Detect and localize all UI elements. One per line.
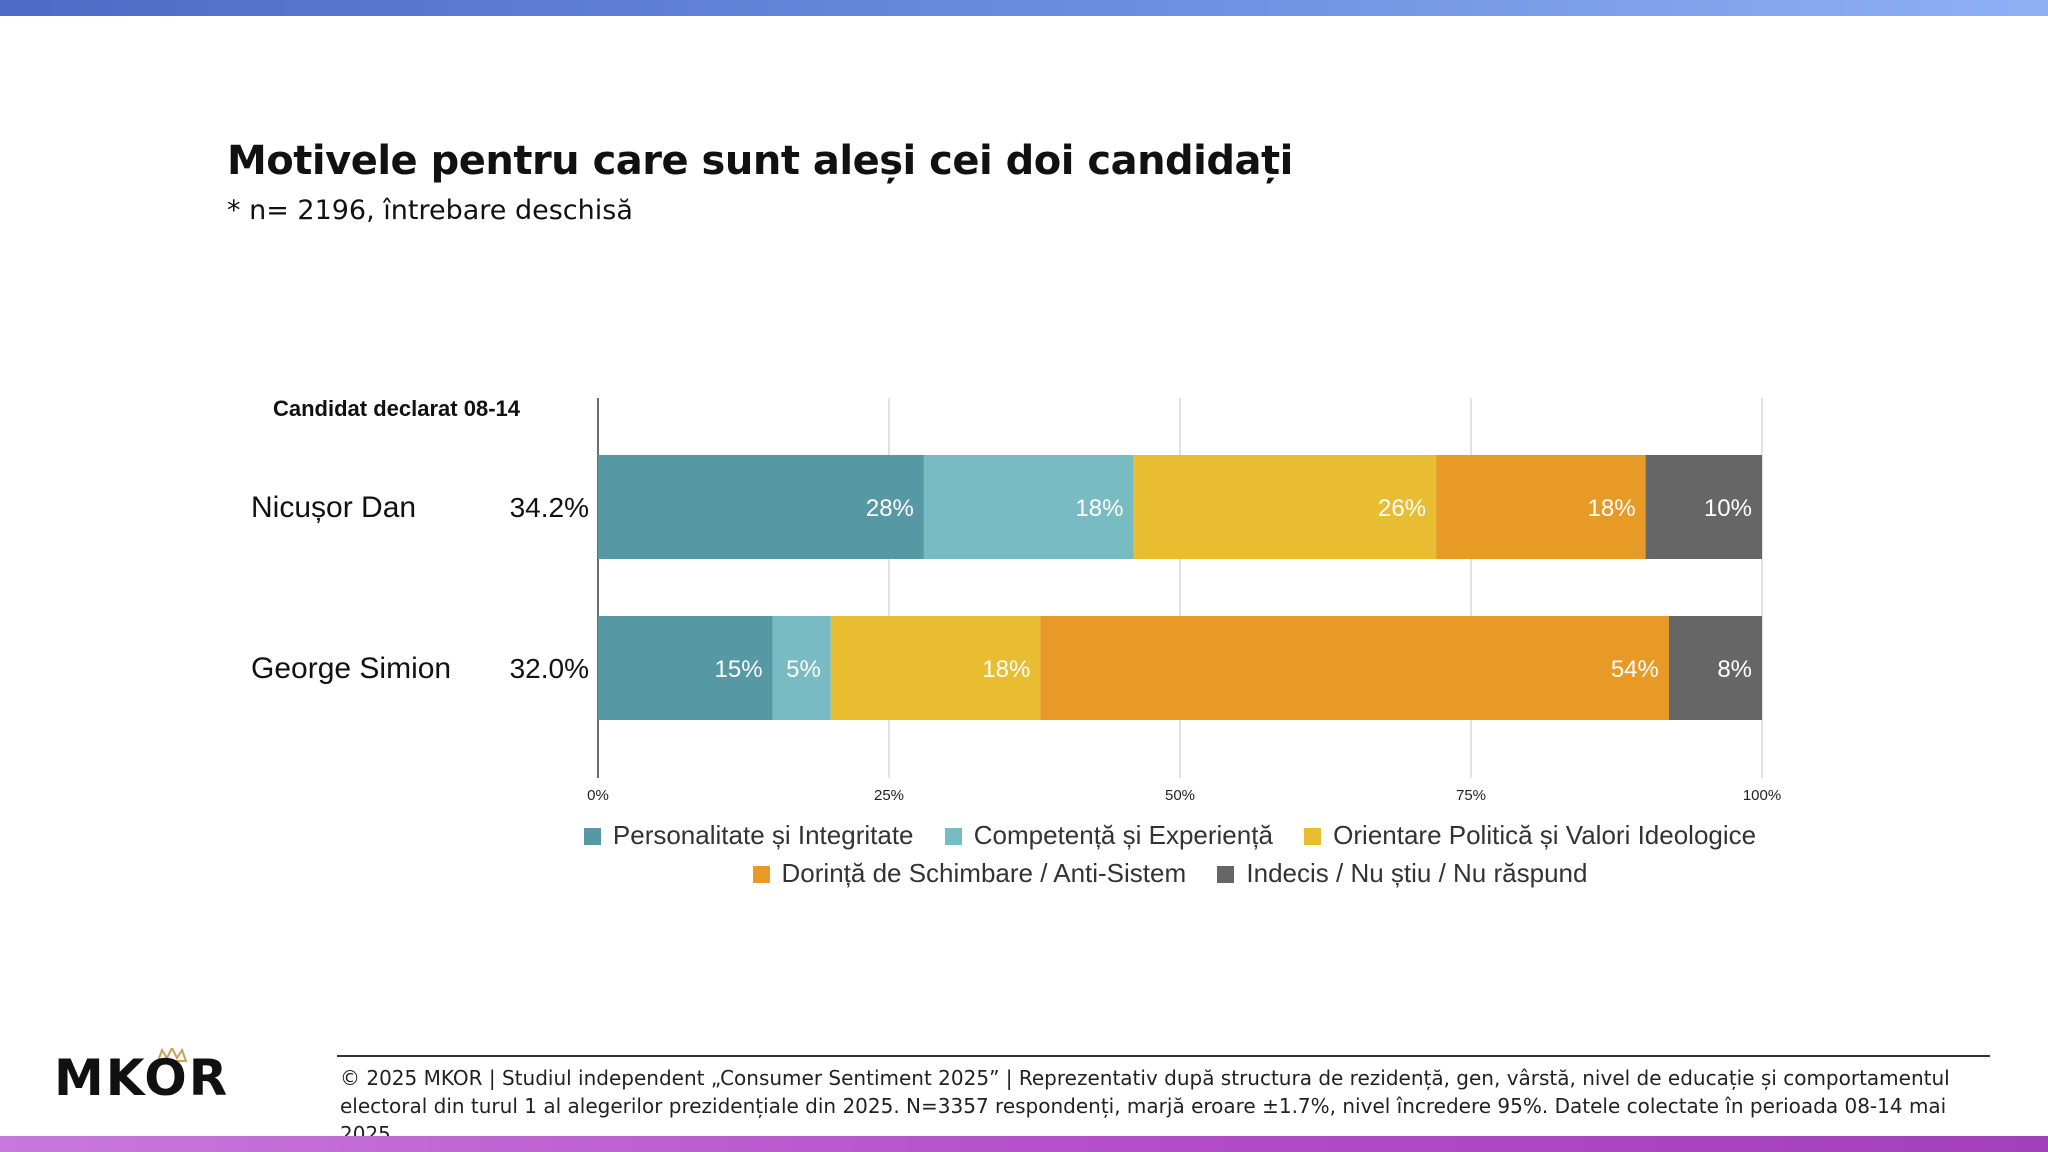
legend-label: Dorință de Schimbare / Anti-Sistem xyxy=(781,858,1187,888)
top-accent-bar xyxy=(0,0,2048,16)
bar-segment xyxy=(1133,455,1437,559)
page-subtitle: * n= 2196, întrebare deschisă xyxy=(227,195,633,226)
mkor-logo: MKOR xyxy=(54,1048,244,1108)
bar-value-label: 18% xyxy=(982,656,1030,683)
bar-value-label: 10% xyxy=(1704,495,1752,522)
category-label: Nicușor Dan xyxy=(251,491,416,524)
bottom-accent-bar xyxy=(0,1136,2048,1152)
bar-segment xyxy=(1436,455,1646,559)
legend-label: Competență și Experiență xyxy=(973,820,1273,850)
legend-item: Competență și Experiență xyxy=(944,816,1273,854)
bar-value-label: 18% xyxy=(1075,495,1123,522)
x-tick-label: 100% xyxy=(1743,787,1781,804)
legend-item: Indecis / Nu știu / Nu răspund xyxy=(1217,854,1587,892)
row-header: Candidat declarat 08-14 xyxy=(273,396,521,421)
legend-item: Dorință de Schimbare / Anti-Sistem xyxy=(752,854,1187,892)
legend-swatch xyxy=(752,866,770,883)
bar-segment xyxy=(830,616,1041,720)
x-tick-label: 0% xyxy=(587,787,609,804)
bar-value-label: 5% xyxy=(786,656,821,683)
category-label: George Simion xyxy=(251,652,451,685)
legend-item: Personalitate și Integritate xyxy=(583,816,914,854)
x-tick-label: 25% xyxy=(874,787,904,804)
bars-layer xyxy=(598,455,1762,720)
bar-segment xyxy=(598,616,773,720)
bar-segment xyxy=(1668,616,1762,720)
bar-value-label: 8% xyxy=(1717,656,1752,683)
legend-swatch xyxy=(944,828,962,845)
bar-segment xyxy=(772,616,831,720)
bar-segment xyxy=(1040,616,1669,720)
bar-segment xyxy=(923,455,1134,559)
footer-note: © 2025 MKOR | Studiul independent „Consu… xyxy=(340,1066,1950,1146)
category-share: 32.0% xyxy=(510,653,589,684)
page-title: Motivele pentru care sunt aleși cei doi … xyxy=(227,138,1293,184)
legend-label: Orientare Politică și Valori Ideologice xyxy=(1333,820,1757,850)
x-tick-label: 50% xyxy=(1165,787,1195,804)
chart-legend: Personalitate și Integritate Competență … xyxy=(520,816,1820,892)
bar-segment xyxy=(598,455,924,559)
logo-wordmark: MKOR xyxy=(54,1049,230,1107)
category-share: 34.2% xyxy=(510,492,589,523)
legend-swatch xyxy=(1217,866,1235,883)
bar-value-label: 18% xyxy=(1588,495,1636,522)
footer-divider xyxy=(337,1055,1990,1057)
bar-value-label: 26% xyxy=(1378,495,1426,522)
bar-value-label: 28% xyxy=(866,495,914,522)
legend-swatch xyxy=(1304,828,1322,845)
legend-row-1: Personalitate și Integritate Competență … xyxy=(520,816,1820,854)
bar-value-label: 54% xyxy=(1611,656,1659,683)
legend-swatch xyxy=(583,828,601,845)
x-tick-label: 75% xyxy=(1456,787,1486,804)
legend-row-2: Dorință de Schimbare / Anti-Sistem Indec… xyxy=(520,854,1820,892)
bar-value-label: 15% xyxy=(715,656,763,683)
legend-item: Orientare Politică și Valori Ideologice xyxy=(1304,816,1756,854)
bar-segment xyxy=(1645,455,1762,559)
crown-icon xyxy=(156,1048,188,1062)
labels-layer: 0% 25% 50% 75% 100% Candidat declarat 08-14 Ni… xyxy=(251,396,1781,804)
legend-label: Indecis / Nu știu / Nu răspund xyxy=(1246,858,1588,888)
legend-label: Personalitate și Integritate xyxy=(612,820,914,850)
